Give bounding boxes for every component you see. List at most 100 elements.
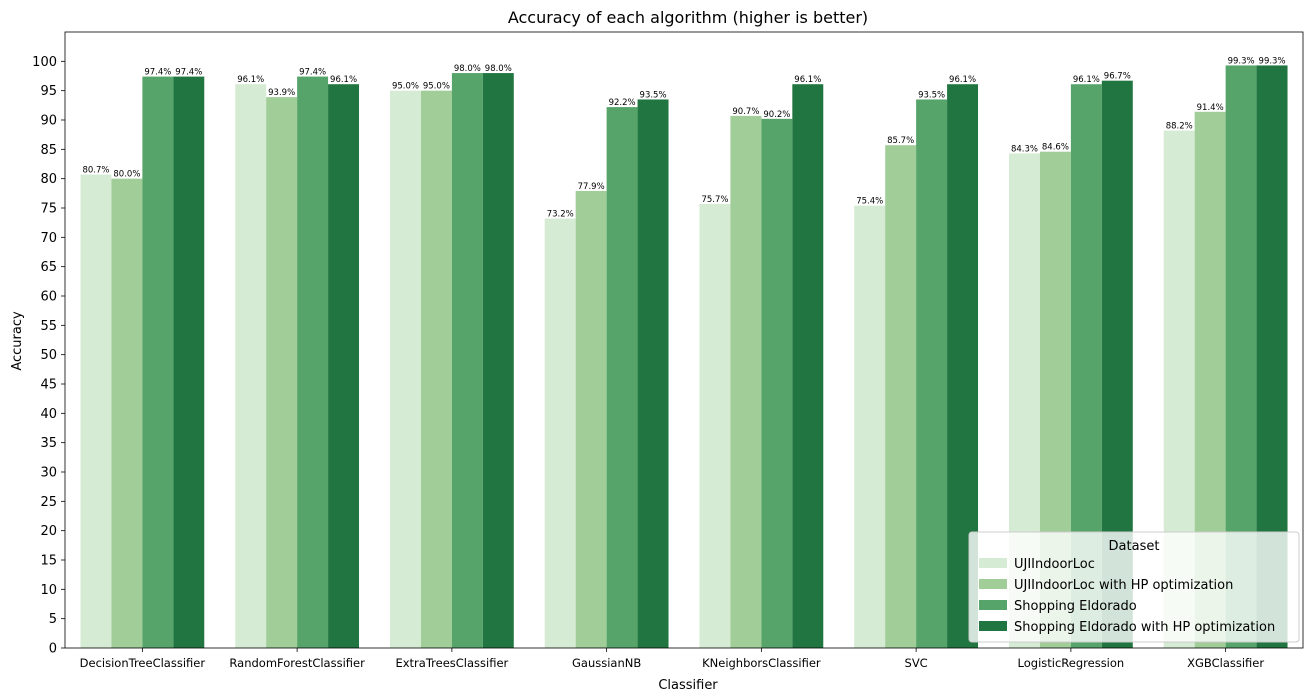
y-tick-label: 80: [40, 172, 57, 187]
data-label: 91.4%: [1197, 103, 1224, 113]
legend-title: Dataset: [1109, 539, 1160, 554]
bar-ExtraTreesClassifier-series-1: [420, 90, 452, 648]
data-label: 98.0%: [454, 64, 481, 74]
bar-RandomForestClassifier-series-1: [266, 97, 298, 649]
bar-ExtraTreesClassifier-series-0: [389, 90, 421, 648]
data-label: 84.3%: [1011, 144, 1038, 154]
bar-DecisionTreeClassifier-series-2: [142, 76, 174, 648]
legend-swatch: [979, 621, 1007, 631]
y-tick-label: 40: [40, 407, 57, 422]
bar-SVC-series-2: [916, 99, 948, 648]
data-label: 99.3%: [1259, 56, 1286, 66]
bar-RandomForestClassifier-series-2: [297, 76, 329, 648]
y-tick-label: 100: [32, 55, 57, 70]
bar-GaussianNB-series-1: [575, 190, 607, 648]
data-label: 97.4%: [144, 68, 171, 78]
bar-SVC-series-1: [885, 145, 917, 648]
y-tick-label: 15: [40, 554, 57, 569]
x-tick-label: ExtraTreesClassifier: [395, 656, 508, 670]
data-label: 96.1%: [794, 75, 821, 85]
bar-ExtraTreesClassifier-series-3: [482, 73, 514, 649]
legend-label: Shopping Eldorado: [1014, 599, 1137, 614]
data-label: 93.5%: [918, 90, 945, 100]
legend-swatch: [979, 579, 1007, 589]
data-label: 90.2%: [763, 110, 790, 120]
bar-GaussianNB-series-2: [606, 107, 638, 649]
x-tick-label: KNeighborsClassifier: [702, 656, 821, 670]
plot-frame: [64, 31, 1304, 649]
legend-swatch: [979, 600, 1007, 610]
data-labels-layer: 80.7% 96.1% 95.0% 73.2% 75.7% 75.4% 84.3% 88.2%…: [82, 56, 1285, 219]
data-label: 97.4%: [175, 68, 202, 78]
y-tick-label: 0: [49, 642, 57, 657]
bar-KNeighborsClassifier-series-2: [761, 118, 793, 649]
data-label: 96.1%: [1073, 75, 1100, 85]
x-tick-label: SVC: [905, 656, 928, 670]
data-label: 93.5%: [640, 90, 667, 100]
data-label: 95.0%: [392, 82, 419, 92]
y-tick-label: 45: [40, 378, 57, 393]
legend-swatch: [979, 558, 1007, 568]
data-label: 99.3%: [1228, 56, 1255, 66]
chart-title: Accuracy of each algorithm (higher is be…: [508, 8, 868, 27]
legend-label: UJIIndoorLoc with HP optimization: [1014, 578, 1233, 593]
y-tick-label: 30: [40, 466, 57, 481]
y-tick-label: 35: [40, 436, 57, 451]
data-label: 96.7%: [1104, 72, 1131, 82]
data-label: 80.7%: [82, 166, 109, 176]
bar-ExtraTreesClassifier-series-2: [451, 73, 483, 649]
legend-items: UJIIndoorLoc UJIIndoorLoc with HP optimiz…: [979, 557, 1275, 635]
bar-DecisionTreeClassifier-series-1: [111, 178, 143, 648]
bar-DecisionTreeClassifier-series-3: [173, 76, 205, 648]
data-label: 80.0%: [113, 170, 140, 180]
data-label: 84.6%: [1042, 143, 1069, 153]
bar-RandomForestClassifier-series-3: [328, 84, 360, 649]
y-tick-label: 5: [49, 612, 57, 627]
y-tick-label: 65: [40, 260, 57, 275]
y-axis-label: Accuracy: [10, 311, 25, 371]
data-label: 96.1%: [949, 75, 976, 85]
legend: Dataset UJIIndoorLoc UJIIndoorLoc with HP…: [968, 531, 1300, 643]
y-tick-label: 90: [40, 114, 57, 129]
x-tick-label: LogisticRegression: [1018, 656, 1125, 670]
bar-DecisionTreeClassifier-series-0: [80, 174, 112, 648]
legend-label: UJIIndoorLoc: [1014, 557, 1095, 572]
y-axis: 0 5 10 15 20 25 30 35 40 45 50 55 60 65 70 75 80 85 90 95 10…: [32, 55, 65, 657]
y-tick-label: 25: [40, 495, 57, 510]
x-tick-label: GaussianNB: [572, 656, 641, 670]
bar-RandomForestClassifier-series-0: [235, 84, 267, 649]
y-tick-label: 85: [40, 143, 57, 158]
x-tick-label: XGBClassifier: [1187, 656, 1264, 670]
y-tick-label: 50: [40, 348, 57, 363]
legend-label: Shopping Eldorado with HP optimization: [1014, 620, 1275, 635]
y-tick-label: 20: [40, 524, 57, 539]
y-tick-label: 60: [40, 290, 57, 305]
bar-GaussianNB-series-3: [637, 99, 669, 648]
bar-KNeighborsClassifier-series-1: [730, 115, 762, 649]
data-label: 98.0%: [485, 64, 512, 74]
bar-GaussianNB-series-0: [544, 218, 576, 648]
data-label: 95.0%: [423, 82, 450, 92]
data-label: 92.2%: [609, 98, 636, 108]
data-label: 75.7%: [701, 195, 728, 205]
data-label: 85.7%: [887, 136, 914, 146]
x-axis-label: Classifier: [658, 678, 718, 693]
x-axis: DecisionTreeClassifier RandomForestClassi…: [80, 648, 1264, 670]
x-tick-label: RandomForestClassifier: [229, 656, 365, 670]
data-label: 93.9%: [268, 88, 295, 98]
y-tick-label: 95: [40, 84, 57, 99]
data-label: 96.1%: [237, 75, 264, 85]
data-label: 97.4%: [299, 68, 326, 78]
legend-box: [968, 531, 1300, 643]
data-label: 75.4%: [856, 197, 883, 207]
data-label: 96.1%: [330, 75, 357, 85]
data-label: 88.2%: [1166, 122, 1193, 132]
data-label: 77.9%: [578, 182, 605, 192]
bar-KNeighborsClassifier-series-0: [699, 203, 731, 649]
y-tick-label: 70: [40, 231, 57, 246]
y-tick-label: 55: [40, 319, 57, 334]
y-tick-label: 10: [40, 583, 57, 598]
data-label: 73.2%: [547, 210, 574, 220]
x-tick-label: DecisionTreeClassifier: [80, 656, 206, 670]
